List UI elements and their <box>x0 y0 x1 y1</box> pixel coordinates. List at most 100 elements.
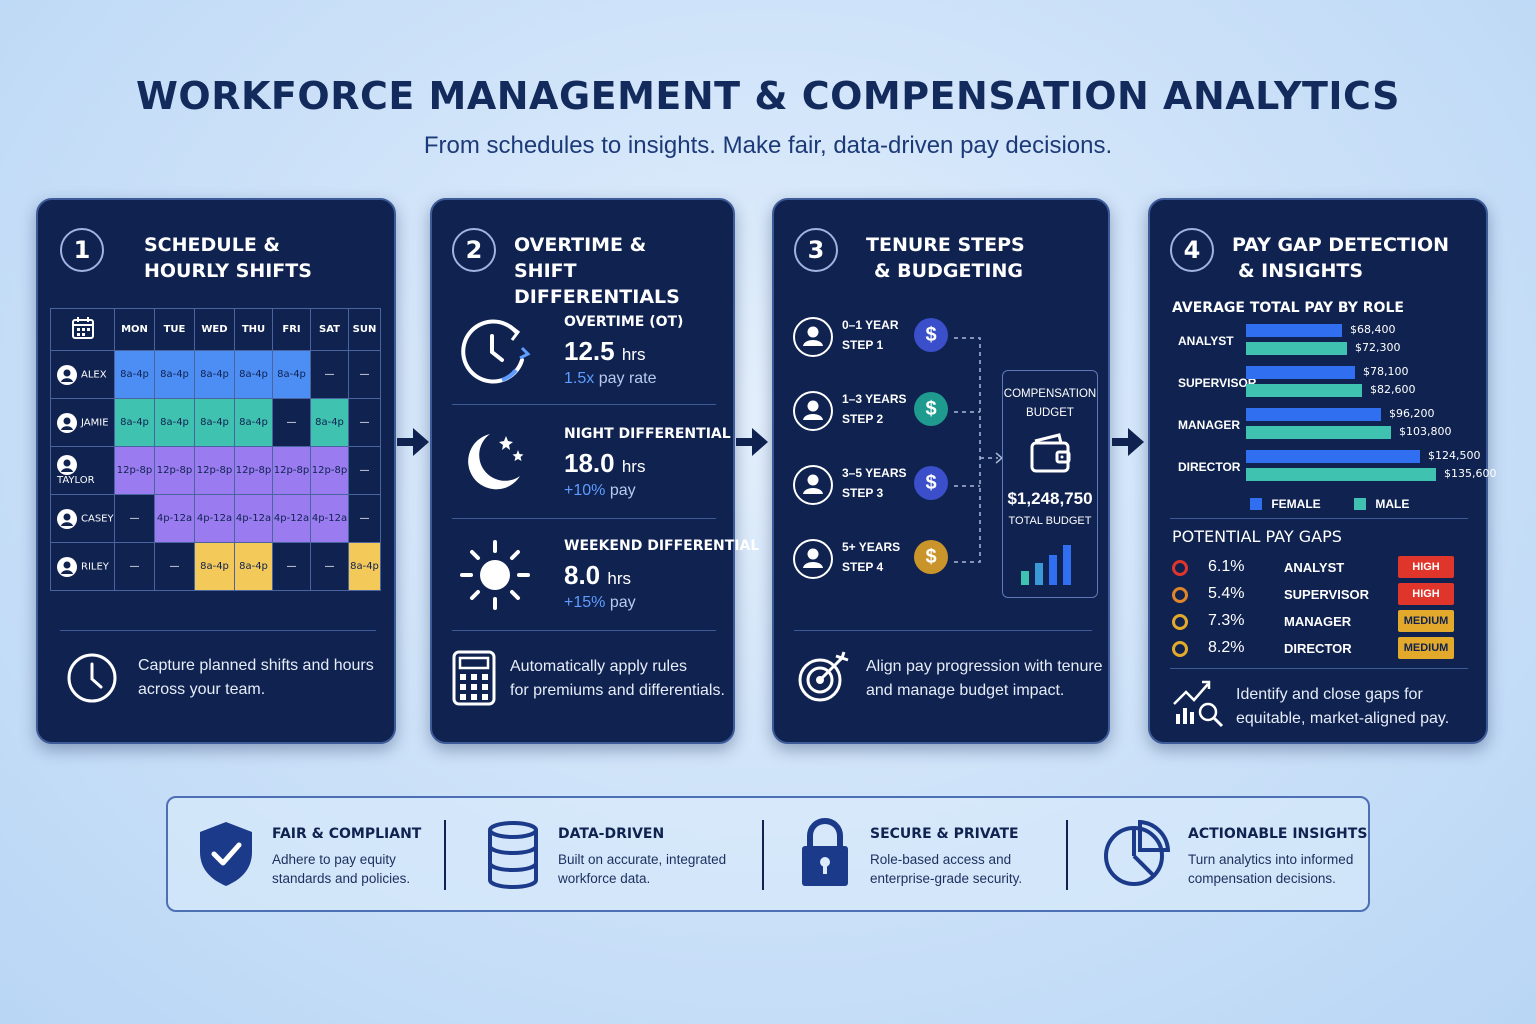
shift-cell[interactable]: 8a-4p <box>272 350 311 399</box>
shield-check-icon <box>200 822 252 886</box>
shift-cell[interactable]: — <box>154 542 195 591</box>
shift-cell[interactable]: 8a-4p <box>194 542 235 591</box>
shift-cell[interactable]: 4p-12a <box>194 494 235 543</box>
divider <box>452 404 716 405</box>
shift-cell[interactable]: 12p-8p <box>114 446 155 495</box>
panel-schedule: 1 SCHEDULE & HOURLY SHIFTS MON TUE WED THU F… <box>36 198 396 744</box>
shift-cell[interactable]: 4p-12a <box>154 494 195 543</box>
feature-text-line: Turn analytics into informed <box>1188 852 1354 867</box>
pay-gap-row[interactable]: 6.1% ANALYST HIGH <box>1172 556 1462 580</box>
shift-cell[interactable]: 12p-8p <box>234 446 273 495</box>
value-number: 8.0 <box>564 560 601 590</box>
shift-cell[interactable]: 8a-4p <box>310 398 349 447</box>
schedule-grid: MON TUE WED THU FRI SAT SUN ALEX 8a-4p 8a-4p 8a-4p… <box>50 308 381 591</box>
shift-cell[interactable]: — <box>114 494 155 543</box>
shift-cell[interactable]: — <box>348 446 381 495</box>
bar-male[interactable] <box>1246 426 1391 439</box>
schedule-header-row: MON TUE WED THU FRI SAT SUN <box>50 308 381 351</box>
weekend-label: WEEKEND DIFFERENTIAL <box>564 538 760 554</box>
shift-cell[interactable]: 12p-8p <box>194 446 235 495</box>
feature-text: Role-based access and enterprise-grade s… <box>870 850 1022 888</box>
compensation-budget-card: COMPENSATION BUDGET $1,248,750 TOTAL BUD… <box>1002 370 1098 598</box>
shift-cell[interactable]: 8a-4p <box>114 398 155 447</box>
panel-title-line: SHIFT DIFFERENTIALS <box>514 260 680 308</box>
shift-cell[interactable]: — <box>310 350 349 399</box>
page-subtitle: From schedules to insights. Make fair, d… <box>423 132 1113 159</box>
pay-gap-row[interactable]: 8.2% DIRECTOR MEDIUM <box>1172 637 1462 661</box>
schedule-row: CASEY —4p-12a 4p-12a 4p-12a 4p-12a 4p-12a — <box>50 494 381 543</box>
night-label: NIGHT DIFFERENTIAL <box>564 426 731 442</box>
tenure-step: 3–5 YEARS STEP 3 $ <box>792 462 972 510</box>
gap-role: MANAGER <box>1284 614 1352 629</box>
panel-title-line: HOURLY SHIFTS <box>144 260 312 282</box>
user-avatar-icon <box>793 539 833 579</box>
shift-cell[interactable]: 8a-4p <box>194 398 235 447</box>
schedule-row: ALEX 8a-4p 8a-4p 8a-4p 8a-4p 8a-4p — — <box>50 350 381 399</box>
day-header: FRI <box>272 308 311 351</box>
footer-line: Identify and close gaps for <box>1236 686 1423 703</box>
shift-cell[interactable]: 8a-4p <box>234 542 273 591</box>
bar-female[interactable] <box>1246 450 1420 463</box>
panel-title: TENURE STEPS & BUDGETING <box>866 232 1025 284</box>
value-unit: hrs <box>621 457 646 476</box>
shift-cell[interactable]: 8a-4p <box>194 350 235 399</box>
bar-female[interactable] <box>1246 324 1342 337</box>
feature-text-line: enterprise-grade security. <box>870 871 1023 886</box>
shift-cell[interactable]: 8a-4p <box>348 542 381 591</box>
bar-male[interactable] <box>1246 468 1436 481</box>
overtime-row: OVERTIME (OT) 12.5 hrs 1.5x pay rate <box>452 314 716 414</box>
shift-cell[interactable]: 8a-4p <box>154 350 195 399</box>
shift-cell[interactable]: 4p-12a <box>310 494 349 543</box>
shift-cell[interactable]: 12p-8p <box>272 446 311 495</box>
footer-line: across your team. <box>138 681 266 698</box>
bar-category-label: DIRECTOR <box>1178 460 1241 474</box>
shift-cell[interactable]: — <box>348 398 381 447</box>
divider <box>60 630 376 631</box>
separator <box>762 820 764 890</box>
bar-category-label: MANAGER <box>1178 418 1240 432</box>
shift-cell[interactable]: 4p-12a <box>272 494 311 543</box>
step-number: 2 <box>452 228 496 272</box>
employee-name: ALEX <box>81 369 107 380</box>
shift-cell[interactable]: 8a-4p <box>114 350 155 399</box>
feature-text-line: compensation decisions. <box>1188 871 1336 886</box>
shift-cell[interactable]: 8a-4p <box>234 398 273 447</box>
bar-female[interactable] <box>1246 408 1381 421</box>
shift-cell[interactable]: 8a-4p <box>154 398 195 447</box>
moon-stars-icon <box>468 434 524 490</box>
shift-cell[interactable]: — <box>310 542 349 591</box>
night-sub: +10% pay <box>564 482 636 500</box>
shift-cell[interactable]: — <box>348 494 381 543</box>
target-icon <box>798 651 849 702</box>
user-avatar-icon <box>57 556 77 577</box>
shift-cell[interactable]: 8a-4p <box>234 350 273 399</box>
shift-cell[interactable]: 4p-12a <box>234 494 273 543</box>
shift-cell[interactable]: — <box>272 542 311 591</box>
night-value: 18.0 hrs <box>564 448 645 479</box>
user-avatar-icon <box>57 454 77 475</box>
legend-male-label: MALE <box>1375 496 1410 511</box>
feature-actionable-insights: ACTIONABLE INSIGHTS Turn analytics into … <box>1068 798 1368 914</box>
feature-text-line: Built on accurate, integrated <box>558 852 727 867</box>
pay-gap-row[interactable]: 5.4% SUPERVISOR HIGH <box>1172 583 1462 607</box>
pay-gap-row[interactable]: 7.3% MANAGER MEDIUM <box>1172 610 1462 634</box>
shift-cell[interactable]: — <box>348 350 381 399</box>
tenure-step-label: STEP 1 <box>842 338 884 352</box>
chart-legend: FEMALE MALE <box>1250 496 1409 511</box>
weekend-sub: +15% pay <box>564 594 636 612</box>
user-avatar-icon <box>793 317 833 357</box>
bar-male[interactable] <box>1246 342 1347 355</box>
budget-title: COMPENSATION BUDGET <box>1003 385 1097 423</box>
shift-cell[interactable]: — <box>114 542 155 591</box>
shift-cell[interactable]: 12p-8p <box>154 446 195 495</box>
severity-badge: HIGH <box>1398 583 1454 605</box>
footer-line: Automatically apply rules <box>510 658 687 675</box>
bar-male[interactable] <box>1246 384 1362 397</box>
budget-value: $1,248,750 <box>1007 489 1093 508</box>
bar-female[interactable] <box>1246 366 1355 379</box>
gap-percent: 8.2% <box>1208 639 1245 656</box>
shift-cell[interactable]: 12p-8p <box>310 446 349 495</box>
shift-cell[interactable]: — <box>272 398 311 447</box>
footer-line: for premiums and differentials. <box>510 682 725 699</box>
status-ring-icon <box>1172 560 1188 576</box>
